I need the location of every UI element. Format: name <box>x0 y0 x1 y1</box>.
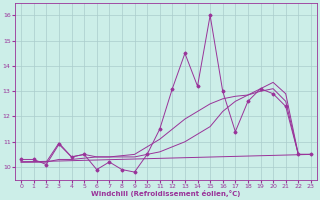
X-axis label: Windchill (Refroidissement éolien,°C): Windchill (Refroidissement éolien,°C) <box>91 190 241 197</box>
